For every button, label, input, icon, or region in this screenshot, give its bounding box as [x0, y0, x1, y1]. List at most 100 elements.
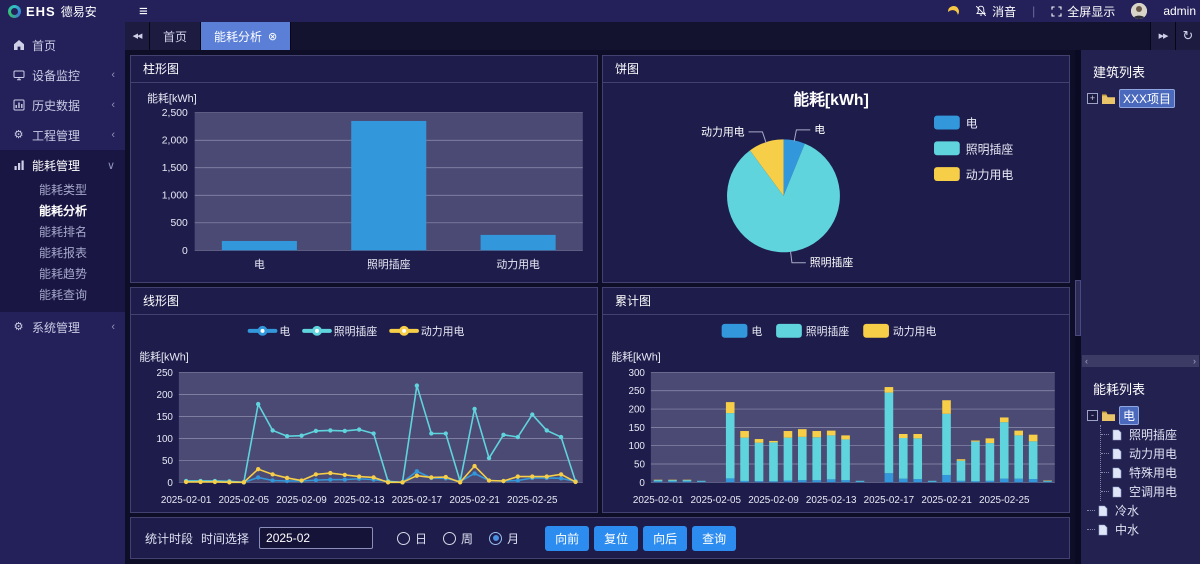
pie-chart-panel: 饼图 能耗[kWh] 电照明插座 动力用电电照明插座 动力用电 [602, 55, 1070, 283]
sidebar-item-label: 系统管理 [32, 320, 81, 335]
tab-能耗分析[interactable]: 能耗分析 ⊗ [201, 22, 292, 50]
svg-text:150: 150 [156, 412, 173, 423]
tabs-scroll-left-button[interactable]: ◀◀ [125, 22, 150, 50]
date-input[interactable] [259, 527, 374, 549]
svg-text:照明插座: 照明插座 [367, 257, 411, 271]
logo-icon [8, 4, 21, 18]
tab-bar: ◀◀ 首页 能耗分析 ⊗ ▶▶ ↻ [125, 22, 1200, 50]
tree-children: 照明插座动力用电特殊用电空调用电 [1100, 425, 1200, 501]
sidebar-item-设备监控[interactable]: 设备监控 ‹ [0, 60, 125, 90]
folder-icon [1101, 93, 1116, 105]
svg-text:动力用电: 动力用电 [701, 125, 745, 138]
tab-close-icon[interactable]: ⊗ [268, 30, 278, 43]
svg-text:电: 电 [966, 117, 978, 131]
sidebar-subitem-能耗排名[interactable]: 能耗排名 [39, 225, 88, 239]
sidebar-item-label: 历史数据 [32, 98, 81, 113]
tree-item[interactable]: 冷水 [1115, 504, 1140, 518]
user-name[interactable]: admin [1163, 4, 1196, 18]
home-icon [12, 39, 25, 51]
file-icon [1112, 486, 1122, 498]
radio-circle-icon[interactable] [397, 531, 411, 545]
tree-item[interactable]: 动力用电 [1129, 447, 1178, 461]
svg-text:200: 200 [628, 405, 645, 416]
radio-circle-icon[interactable] [443, 531, 457, 545]
tree-expander[interactable]: + [1087, 93, 1098, 104]
tree-expander[interactable]: - [1087, 410, 1098, 421]
splitter-handle-icon[interactable] [1075, 280, 1081, 336]
radio-月[interactable]: 月 [489, 530, 519, 547]
avatar[interactable] [1131, 3, 1148, 19]
sidebar-subitem-能耗分析[interactable]: 能耗分析 [39, 204, 88, 218]
file-icon [1098, 524, 1108, 536]
svg-text:2025-02-13: 2025-02-13 [806, 495, 857, 506]
sidebar-item-系统管理[interactable]: ⚙ 系统管理 ‹ [0, 312, 125, 342]
mute-button[interactable]: 消音 [975, 3, 1016, 20]
radio-日[interactable]: 日 [397, 530, 427, 547]
svg-text:照明插座: 照明插座 [966, 142, 1014, 156]
svg-text:动力用电: 动力用电 [966, 168, 1014, 182]
sidebar-subitem-能耗类型[interactable]: 能耗类型 [39, 183, 88, 197]
tree-guide [1101, 472, 1109, 473]
button-向后[interactable]: 向后 [643, 525, 688, 551]
sidebar-item-首页[interactable]: 首页 [0, 30, 125, 60]
scroll-right-icon[interactable]: › [1193, 356, 1196, 366]
tabs-scroll-right-button[interactable]: ▶▶ [1150, 22, 1175, 50]
sidebar-subitem-能耗查询[interactable]: 能耗查询 [39, 288, 88, 302]
theme-moon-icon[interactable] [946, 3, 961, 18]
svg-text:2025-02-09: 2025-02-09 [276, 495, 327, 506]
menu-toggle-icon[interactable]: ≡ [139, 2, 148, 20]
logo-suffix: 德易安 [60, 4, 97, 19]
svg-text:电: 电 [751, 325, 762, 338]
svg-text:2025-02-21: 2025-02-21 [921, 495, 972, 506]
radio-circle-icon[interactable] [489, 531, 503, 545]
bell-slash-icon [976, 5, 987, 17]
section-label: 统计时段 [145, 531, 194, 546]
tree-item[interactable]: 空调用电 [1129, 485, 1178, 499]
svg-text:0: 0 [182, 246, 188, 257]
sidebar-item-历史数据[interactable]: 历史数据 ‹ [0, 90, 125, 120]
svg-text:2025-02-01: 2025-02-01 [633, 495, 684, 506]
svg-text:2025-02-21: 2025-02-21 [449, 495, 500, 506]
sidebar-item-能耗管理[interactable]: 能耗管理 ∨ [0, 150, 125, 180]
radio-周[interactable]: 周 [443, 530, 473, 547]
svg-text:2025-02-17: 2025-02-17 [392, 495, 443, 506]
tree-item[interactable]: 电 [1119, 406, 1140, 425]
sidebar-subitem-能耗趋势[interactable]: 能耗趋势 [39, 267, 88, 281]
barchart-icon [12, 159, 25, 171]
gear-icon: ⚙ [13, 320, 24, 333]
gears-icon: ⚙ [13, 128, 24, 141]
button-查询[interactable]: 查询 [692, 525, 737, 551]
folder-icon [1101, 410, 1116, 422]
tree-item-row: 特殊用电 [1101, 463, 1200, 482]
button-复位[interactable]: 复位 [594, 525, 639, 551]
sidebar-group: 能耗管理 ∨ 能耗类型能耗分析能耗排名能耗报表能耗趋势能耗查询 [0, 150, 125, 312]
svg-text:100: 100 [156, 434, 173, 445]
sidebar-item-工程管理[interactable]: ⚙ 工程管理 ‹ [0, 120, 125, 150]
svg-text:动力用电: 动力用电 [893, 325, 937, 338]
scroll-left-icon[interactable]: ‹ [1085, 356, 1088, 366]
tree-item[interactable]: 中水 [1115, 523, 1140, 537]
button-向前[interactable]: 向前 [545, 525, 590, 551]
pie-chart-title: 饼图 [603, 56, 1069, 83]
sidebar-subitem-能耗报表[interactable]: 能耗报表 [39, 246, 88, 260]
horizontal-scrollbar[interactable]: ‹ › [1082, 355, 1199, 367]
tab-首页[interactable]: 首页 [150, 22, 202, 50]
topbar-actions: 消音 | 全屏显示 admin [948, 3, 1200, 20]
tree-item[interactable]: 照明插座 [1129, 428, 1178, 442]
radio-label: 日 [415, 531, 428, 546]
fullscreen-button[interactable]: 全屏显示 [1051, 3, 1115, 20]
file-icon [1112, 429, 1122, 441]
tab-label: 首页 [163, 29, 188, 44]
app-logo: EHS 德易安 [0, 3, 125, 20]
tabs-refresh-button[interactable]: ↻ [1175, 22, 1200, 50]
tree-item-row: 冷水 [1087, 501, 1200, 520]
tree-item[interactable]: XXX项目 [1119, 89, 1176, 108]
right-panel: 建筑列表 + XXX项目 ‹ › 能耗列表 - 电照明插座 动力用电 特殊用电 空调用电冷… [1081, 50, 1200, 564]
logo-text: EHS [26, 3, 56, 19]
avatar-image [1131, 3, 1148, 19]
svg-text:能耗[kWh]: 能耗[kWh] [793, 90, 869, 109]
panel-splitter[interactable] [1075, 50, 1081, 564]
tree-guide [1101, 491, 1109, 492]
tree-item[interactable]: 特殊用电 [1129, 466, 1178, 480]
svg-text:电: 电 [254, 258, 265, 271]
